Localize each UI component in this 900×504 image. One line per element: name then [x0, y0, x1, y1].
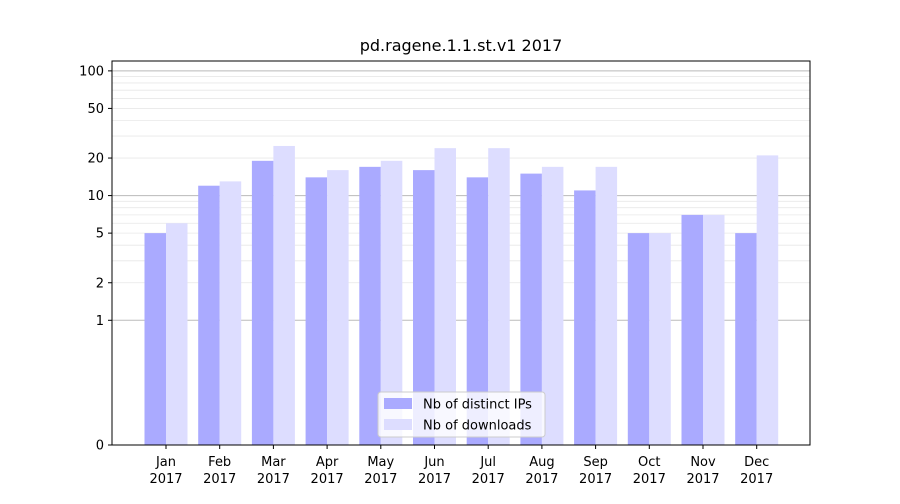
legend: Nb of distinct IPs Nb of downloads [377, 391, 546, 438]
bar-downloads-dec [756, 155, 779, 445]
x-tick-label-year: 2017 [418, 472, 451, 487]
x-tick-label-month: Apr [316, 455, 339, 470]
legend-label-downloads: Nb of downloads [423, 419, 532, 434]
axis-ticks: 0 1 2 5 10 20 50 100 Jan 2017 Feb 2017 Mar 2017 Apr 201… [79, 64, 773, 487]
bar-downloads-aug [541, 166, 564, 445]
legend-box [377, 391, 546, 438]
legend-swatch-downloads [384, 419, 412, 430]
bar-downloads-oct [649, 233, 671, 445]
x-tick-label-year: 2017 [149, 472, 182, 487]
bar-ips-dec [735, 233, 757, 445]
bar-downloads-mar [273, 145, 295, 446]
bar-ips-jul [466, 177, 489, 445]
bar-downloads-may [380, 160, 403, 445]
bar-downloads-apr [327, 170, 349, 445]
bar-ips-jan [144, 233, 166, 445]
bar-ips-apr [305, 177, 328, 445]
y-tick-label: 1 [96, 314, 104, 329]
y-tick-label: 50 [87, 102, 104, 117]
legend-label-ips: Nb of distinct IPs [423, 398, 532, 413]
bar-downloads-nov [703, 214, 725, 445]
x-tick-label-year: 2017 [203, 472, 236, 487]
x-tick-label-month: May [367, 455, 394, 470]
x-tick-label-year: 2017 [633, 472, 666, 487]
y-tick-label: 10 [87, 189, 104, 204]
bar-ips-sep [574, 190, 596, 445]
chart-title: pd.ragene.1.1.st.v1 2017 [360, 36, 563, 55]
x-tick-label-month: Feb [208, 455, 231, 470]
x-tick-label-month: Oct [638, 455, 660, 470]
x-tick-label-year: 2017 [579, 472, 612, 487]
bar-ips-mar [251, 160, 274, 445]
x-tick-label-month: Jan [155, 455, 176, 470]
bar-ips-feb [198, 185, 220, 445]
x-tick-label-month: Sep [583, 455, 608, 470]
x-tick-label-year: 2017 [740, 472, 773, 487]
x-tick-label-month: Aug [529, 455, 554, 470]
legend-swatch-ips [384, 398, 412, 409]
x-tick-label-year: 2017 [364, 472, 397, 487]
x-tick-label-year: 2017 [686, 472, 719, 487]
x-tick-label-month: Nov [690, 455, 716, 470]
y-tick-label: 5 [96, 227, 104, 242]
bar-ips-nov [681, 214, 703, 445]
x-tick-label-year: 2017 [311, 472, 344, 487]
x-tick-label-year: 2017 [525, 472, 558, 487]
y-tick-label: 0 [96, 439, 104, 454]
plot-frame [111, 60, 811, 446]
bar-downloads-jan [166, 223, 188, 445]
bars [144, 145, 779, 446]
x-tick-label-year: 2017 [472, 472, 505, 487]
x-tick-label-month: Mar [261, 455, 286, 470]
x-tick-label-year: 2017 [257, 472, 290, 487]
bar-ips-aug [520, 173, 542, 445]
y-tick-label: 100 [79, 64, 104, 79]
bar-downloads-feb [219, 181, 242, 445]
bar-ips-oct [627, 233, 650, 445]
y-tick-label: 20 [87, 152, 104, 167]
x-tick-label-month: Jul [479, 455, 496, 470]
bar-downloads-jul [488, 148, 510, 445]
y-tick-label: 2 [96, 276, 104, 291]
x-tick-label-month: Jun [423, 455, 444, 470]
bar-ips-jun [413, 170, 435, 445]
x-tick-label-month: Dec [744, 455, 769, 470]
bar-downloads-sep [595, 166, 618, 445]
bar-downloads-jun [434, 148, 456, 445]
bar-ips-may [359, 166, 381, 445]
